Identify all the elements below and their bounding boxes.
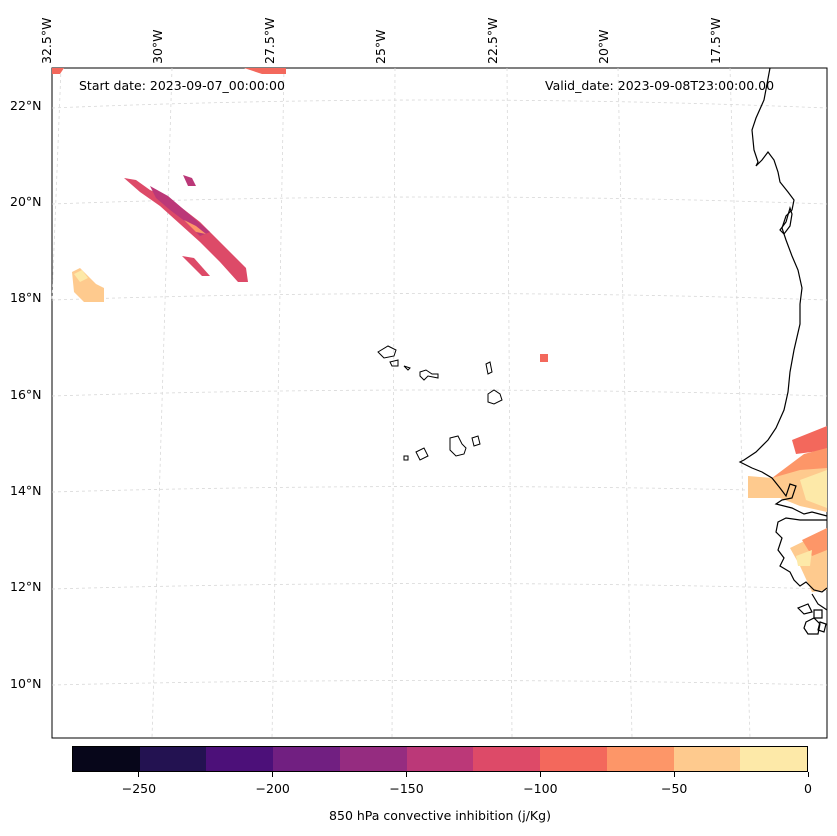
colorbar-tick-label: −250 <box>121 781 157 796</box>
colorbar-swatch-3 <box>273 747 340 771</box>
cape-verde-islands <box>377 345 503 461</box>
colorbar-swatch-10 <box>740 747 808 771</box>
colorbar <box>72 746 808 772</box>
lon-label-25w: 25°W <box>373 29 388 64</box>
colorbar-tick <box>138 772 140 777</box>
colorbar-swatch-8 <box>606 747 674 771</box>
colorbar-tick-label: −50 <box>660 781 688 796</box>
lon-label-30w: 30°W <box>150 29 165 64</box>
colorbar-tick <box>272 772 274 777</box>
colorbar-tick <box>406 772 408 777</box>
lon-label-22-5w: 22.5°W <box>485 17 500 64</box>
colorbar-tick-label: −150 <box>389 781 424 796</box>
colorbar-tick-label: −200 <box>255 781 290 796</box>
colorbar-tick <box>807 772 809 777</box>
colorbar-swatch-2 <box>206 747 274 771</box>
colorbar-swatch-4 <box>339 747 407 771</box>
lon-label-17-5w: 17.5°W <box>708 17 723 64</box>
start-date-label: Start date: 2023-09-07_00:00:00 <box>79 78 285 93</box>
map-border <box>51 67 828 739</box>
lat-label-12n: 12°N <box>10 579 42 594</box>
colorbar-tick <box>673 772 675 777</box>
lon-label-27-5w: 27.5°W <box>262 17 277 64</box>
coastlines <box>738 67 828 635</box>
colorbar-swatch-0 <box>73 747 140 771</box>
colorbar-tick <box>539 772 541 777</box>
valid-date-label: Valid_date: 2023-09-08T23:00:00.00 <box>545 78 775 93</box>
lon-label-20w: 20°W <box>596 29 611 64</box>
cin-fill-nw <box>52 68 548 362</box>
colorbar-swatch-6 <box>473 747 541 771</box>
colorbar-tick-label: 0 <box>804 781 812 796</box>
lat-label-22n: 22°N <box>10 98 42 113</box>
colorbar-title: 850 hPa convective inhibition (j/Kg) <box>329 808 551 823</box>
colorbar-tick-label: −100 <box>523 781 558 796</box>
lat-label-10n: 10°N <box>10 676 42 691</box>
lat-label-16n: 16°N <box>10 387 42 402</box>
colorbar-swatch-1 <box>139 747 207 771</box>
lat-label-18n: 18°N <box>10 290 42 305</box>
lat-label-20n: 20°N <box>10 194 42 209</box>
colorbar-swatch-9 <box>673 747 741 771</box>
colorbar-swatch-7 <box>540 747 607 771</box>
colorbar-swatch-5 <box>406 747 474 771</box>
lon-label-32-5w: 32.5°W <box>39 17 54 64</box>
lat-label-14n: 14°N <box>10 483 42 498</box>
